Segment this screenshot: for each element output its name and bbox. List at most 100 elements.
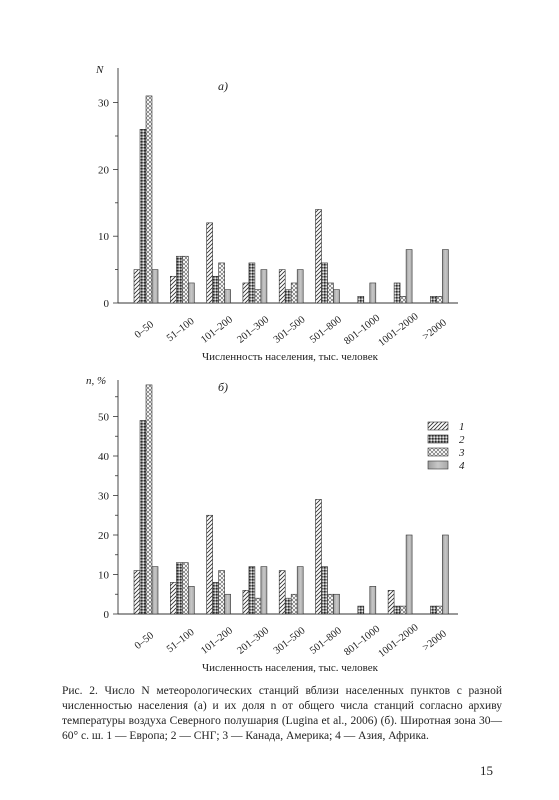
bar bbox=[260, 269, 268, 304]
bar bbox=[430, 605, 437, 615]
bar bbox=[327, 593, 334, 615]
x-tick-label: 1001–2000 bbox=[377, 311, 421, 349]
bar bbox=[399, 605, 407, 615]
chart-panel-b: 0 10 20 30 40 50 n, % б) 0–50 51–100 101–200 201–30… bbox=[86, 375, 465, 674]
bar bbox=[212, 582, 219, 615]
bar bbox=[430, 296, 437, 304]
x-axis-label: Численность населения, тыс. человек bbox=[202, 351, 379, 363]
bar bbox=[393, 605, 401, 615]
panel-label: б) bbox=[218, 380, 228, 394]
bar bbox=[357, 605, 365, 615]
bar bbox=[436, 296, 443, 304]
bar bbox=[206, 222, 213, 304]
bar bbox=[284, 289, 292, 304]
bar bbox=[188, 586, 195, 615]
legend-swatch bbox=[427, 434, 449, 444]
x-tick-label: 501–800 bbox=[308, 625, 344, 656]
legend-label: 3 bbox=[458, 447, 465, 459]
bar bbox=[254, 289, 262, 304]
y-axis-label: n, % bbox=[86, 375, 106, 387]
bar bbox=[405, 534, 413, 615]
bar bbox=[224, 593, 231, 615]
bar bbox=[224, 289, 231, 304]
bar bbox=[206, 514, 213, 615]
bar bbox=[254, 597, 262, 615]
bar bbox=[133, 570, 141, 615]
bar bbox=[182, 562, 189, 615]
legend-label: 1 bbox=[459, 421, 465, 433]
x-tick-label: >2000 bbox=[421, 317, 449, 342]
bar bbox=[284, 597, 292, 615]
x-tick-label: 101–200 bbox=[199, 314, 235, 345]
bar bbox=[405, 249, 413, 304]
bar bbox=[290, 282, 298, 304]
x-tick-label: 1001–2000 bbox=[377, 622, 421, 660]
bar bbox=[139, 420, 147, 615]
bar bbox=[321, 566, 328, 615]
bar bbox=[296, 269, 304, 304]
bar bbox=[357, 296, 365, 304]
page-number: 15 bbox=[480, 763, 493, 778]
bar bbox=[212, 275, 219, 304]
bar bbox=[333, 593, 340, 615]
bar bbox=[176, 255, 183, 304]
x-tick-label: 0–50 bbox=[133, 319, 156, 341]
x-axis-label: Численность населения, тыс. человек bbox=[202, 662, 379, 674]
x-tick-label: 201–300 bbox=[235, 314, 271, 345]
bar bbox=[387, 589, 395, 615]
bar bbox=[248, 566, 256, 615]
y-tick-label: 10 bbox=[98, 231, 110, 243]
bar bbox=[242, 282, 250, 304]
bar bbox=[218, 570, 225, 615]
bar bbox=[133, 269, 141, 304]
y-tick-label: 0 bbox=[104, 609, 110, 621]
x-tick-label: 801–1000 bbox=[342, 624, 382, 659]
x-tick-label: 201–300 bbox=[235, 625, 271, 656]
bar bbox=[170, 582, 177, 615]
bar bbox=[278, 570, 286, 615]
bar bbox=[145, 384, 153, 615]
bar bbox=[278, 269, 286, 304]
x-tick-label: 301–500 bbox=[272, 625, 308, 656]
figure-caption: Рис. 2. Число N метеорологических станци… bbox=[62, 685, 502, 742]
x-tick-label: 501–800 bbox=[308, 314, 344, 345]
legend-label: 2 bbox=[459, 434, 465, 446]
y-tick-label: 30 bbox=[98, 491, 110, 503]
bar bbox=[296, 566, 304, 615]
bar bbox=[315, 499, 322, 615]
y-tick-label: 20 bbox=[98, 164, 110, 176]
bar bbox=[369, 282, 377, 304]
x-tick-label: 801–1000 bbox=[342, 313, 382, 348]
bar bbox=[260, 566, 268, 615]
bar bbox=[436, 605, 443, 615]
x-tick-label: 301–500 bbox=[272, 314, 308, 345]
bar bbox=[321, 262, 328, 304]
bar bbox=[176, 562, 183, 615]
bar bbox=[248, 262, 256, 304]
bar bbox=[188, 282, 195, 304]
legend-swatch bbox=[427, 421, 449, 431]
panel-label: а) bbox=[218, 79, 228, 93]
chart-panel-a: 0 10 20 30 Nа) 0–50 51–100 101–200 201–300 301–50… bbox=[95, 64, 458, 363]
x-tick-label: >2000 bbox=[421, 628, 449, 653]
bar bbox=[442, 534, 449, 615]
x-tick-label: 51–100 bbox=[165, 627, 197, 655]
bar bbox=[145, 95, 153, 304]
y-tick-label: 30 bbox=[98, 98, 110, 110]
bar bbox=[369, 586, 377, 615]
y-tick-label: 20 bbox=[98, 530, 110, 542]
bar bbox=[182, 255, 189, 304]
y-tick-label: 10 bbox=[98, 570, 110, 582]
bar bbox=[290, 593, 298, 615]
x-tick-label: 0–50 bbox=[133, 630, 156, 652]
bar bbox=[393, 282, 401, 304]
y-tick-label: 50 bbox=[98, 412, 110, 424]
bar bbox=[315, 209, 322, 304]
bar bbox=[218, 262, 225, 304]
bar bbox=[442, 249, 449, 304]
y-axis-label: N bbox=[95, 64, 104, 76]
legend-label: 4 bbox=[459, 460, 465, 472]
x-tick-label: 101–200 bbox=[199, 625, 235, 656]
